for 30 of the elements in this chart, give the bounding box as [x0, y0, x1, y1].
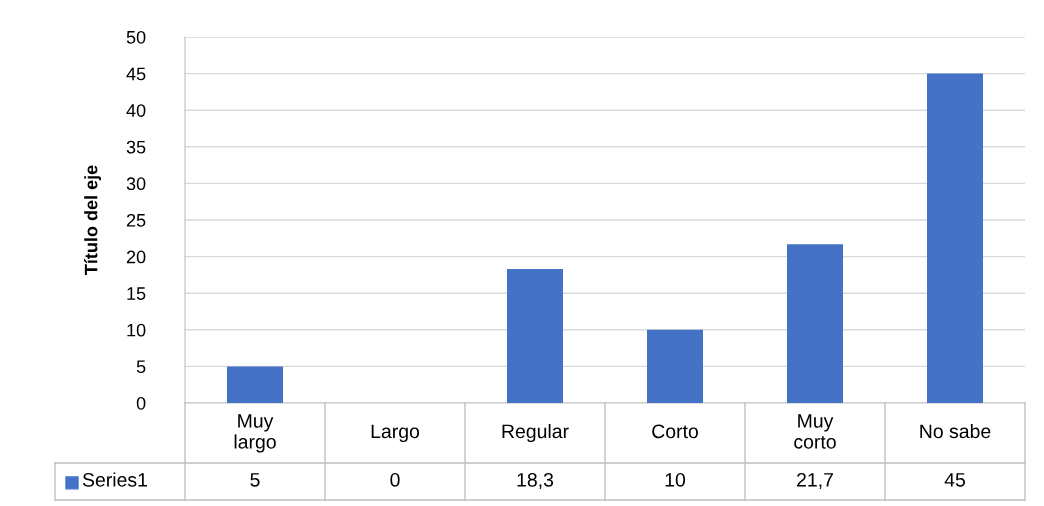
bar: [507, 269, 563, 403]
bar: [927, 73, 983, 403]
legend-label: Series1: [82, 472, 147, 487]
x-tick-label: Muy corto: [794, 414, 836, 449]
y-tick-label: 15: [127, 287, 146, 300]
y-axis-title: Título del eje: [84, 165, 102, 275]
data-label: 18,3: [517, 472, 554, 490]
y-tick-label: 45: [126, 67, 146, 81]
y-tick-label: 10: [127, 323, 146, 337]
bar: [227, 366, 283, 403]
data-label: 0: [390, 472, 400, 487]
x-tick-label: Regular: [502, 423, 569, 443]
data-label: 5: [250, 473, 260, 487]
data-label: 45: [944, 473, 965, 487]
y-tick-label: 20: [126, 250, 146, 264]
y-tick-label: 25: [126, 213, 146, 227]
x-tick-label: Muy largo: [234, 414, 276, 453]
bar: [647, 329, 703, 403]
y-tick-label: 50: [126, 30, 146, 44]
bar: [787, 244, 843, 403]
x-tick-label: No sabe: [920, 423, 991, 439]
data-label: 21,7: [797, 472, 833, 490]
y-tick-label: 30: [126, 177, 146, 191]
y-tick-label: 40: [126, 104, 146, 117]
data-label: 10: [665, 472, 686, 487]
y-tick-label: 5: [136, 360, 146, 374]
y-tick-label: 35: [126, 140, 146, 154]
x-tick-label: Corto: [652, 424, 698, 439]
y-tick-label: 0: [136, 396, 146, 410]
x-tick-label: Largo: [371, 424, 420, 443]
